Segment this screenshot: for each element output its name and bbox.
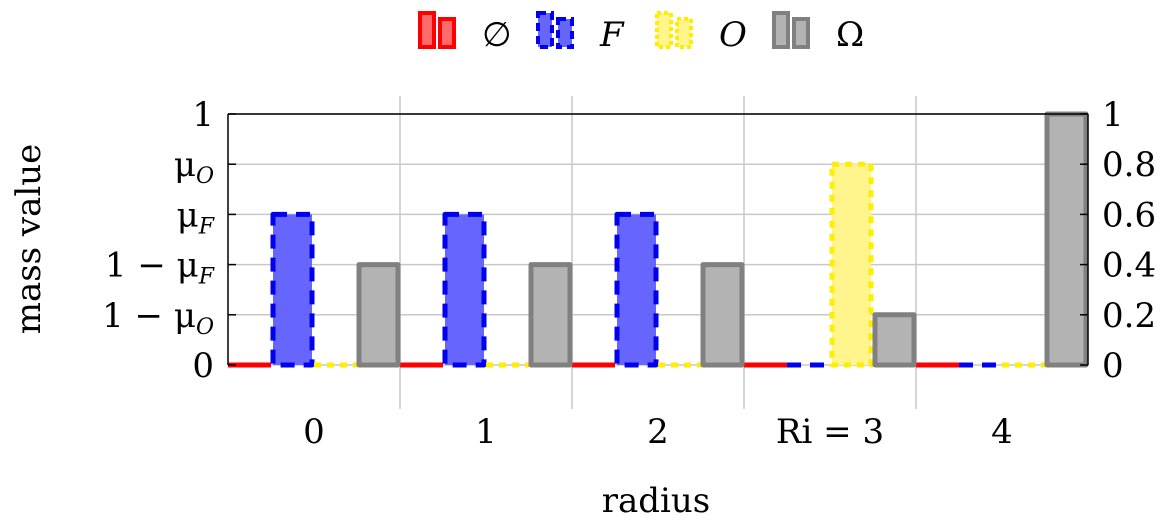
bar xyxy=(1044,111,1089,368)
legend: ∅ F O Ω xyxy=(418,11,864,55)
legend-swatch xyxy=(792,17,810,49)
legend-item: Ω xyxy=(772,11,864,55)
legend-label: Ω xyxy=(836,15,864,55)
y-tick-label-left: 0 xyxy=(192,346,214,386)
bars-group xyxy=(228,111,1089,368)
x-tick-label: 0 xyxy=(303,412,325,452)
y-tick-label-left: μO xyxy=(174,145,214,189)
bar xyxy=(270,211,315,368)
bar xyxy=(614,211,659,368)
x-axis-label: radius xyxy=(602,481,711,521)
y-tick-label-left: μF xyxy=(177,195,215,239)
legend-label: O xyxy=(719,15,747,55)
y-axis-label: mass value xyxy=(9,144,49,335)
bar xyxy=(528,262,573,368)
y-tick-label-right: 1 xyxy=(1102,95,1124,135)
legend-label: F xyxy=(599,15,625,55)
y-tick-label-left: 1 − μO xyxy=(102,296,214,340)
y-tick-label-right: 0.6 xyxy=(1102,195,1156,235)
bar xyxy=(829,161,874,368)
bar xyxy=(700,262,745,368)
y-tick-label-right: 0.2 xyxy=(1102,296,1156,336)
legend-label: ∅ xyxy=(482,15,512,55)
bar xyxy=(356,262,401,368)
x-tick-label: Ri = 3 xyxy=(776,412,884,452)
legend-swatch xyxy=(675,17,693,49)
y-tick-label-right: 0.4 xyxy=(1102,246,1156,286)
legend-swatch xyxy=(772,11,790,49)
legend-item: O xyxy=(655,11,747,55)
legend-item: F xyxy=(536,11,625,55)
y-tick-label-right: 0.8 xyxy=(1102,145,1156,185)
legend-swatch xyxy=(536,11,554,49)
axes-group: 0 1 − μO 1 − μF μF μO 1 0 0.2 0.4 0.6 0.8 1 0 1 2 Ri = … xyxy=(102,95,1156,452)
x-tick-label: 1 xyxy=(475,412,497,452)
y-tick-label-right: 0 xyxy=(1102,346,1124,386)
x-tick-label: 2 xyxy=(647,412,669,452)
bar xyxy=(872,312,917,368)
legend-item: ∅ xyxy=(418,11,512,55)
legend-swatch xyxy=(438,17,456,49)
legend-swatch xyxy=(556,17,574,49)
x-tick-label: 4 xyxy=(991,412,1013,452)
legend-swatch xyxy=(655,11,673,49)
y-tick-label-left: 1 xyxy=(192,95,214,135)
y-tick-label-left: 1 − μF xyxy=(105,246,215,290)
bar xyxy=(442,211,487,368)
legend-swatch xyxy=(418,11,436,49)
